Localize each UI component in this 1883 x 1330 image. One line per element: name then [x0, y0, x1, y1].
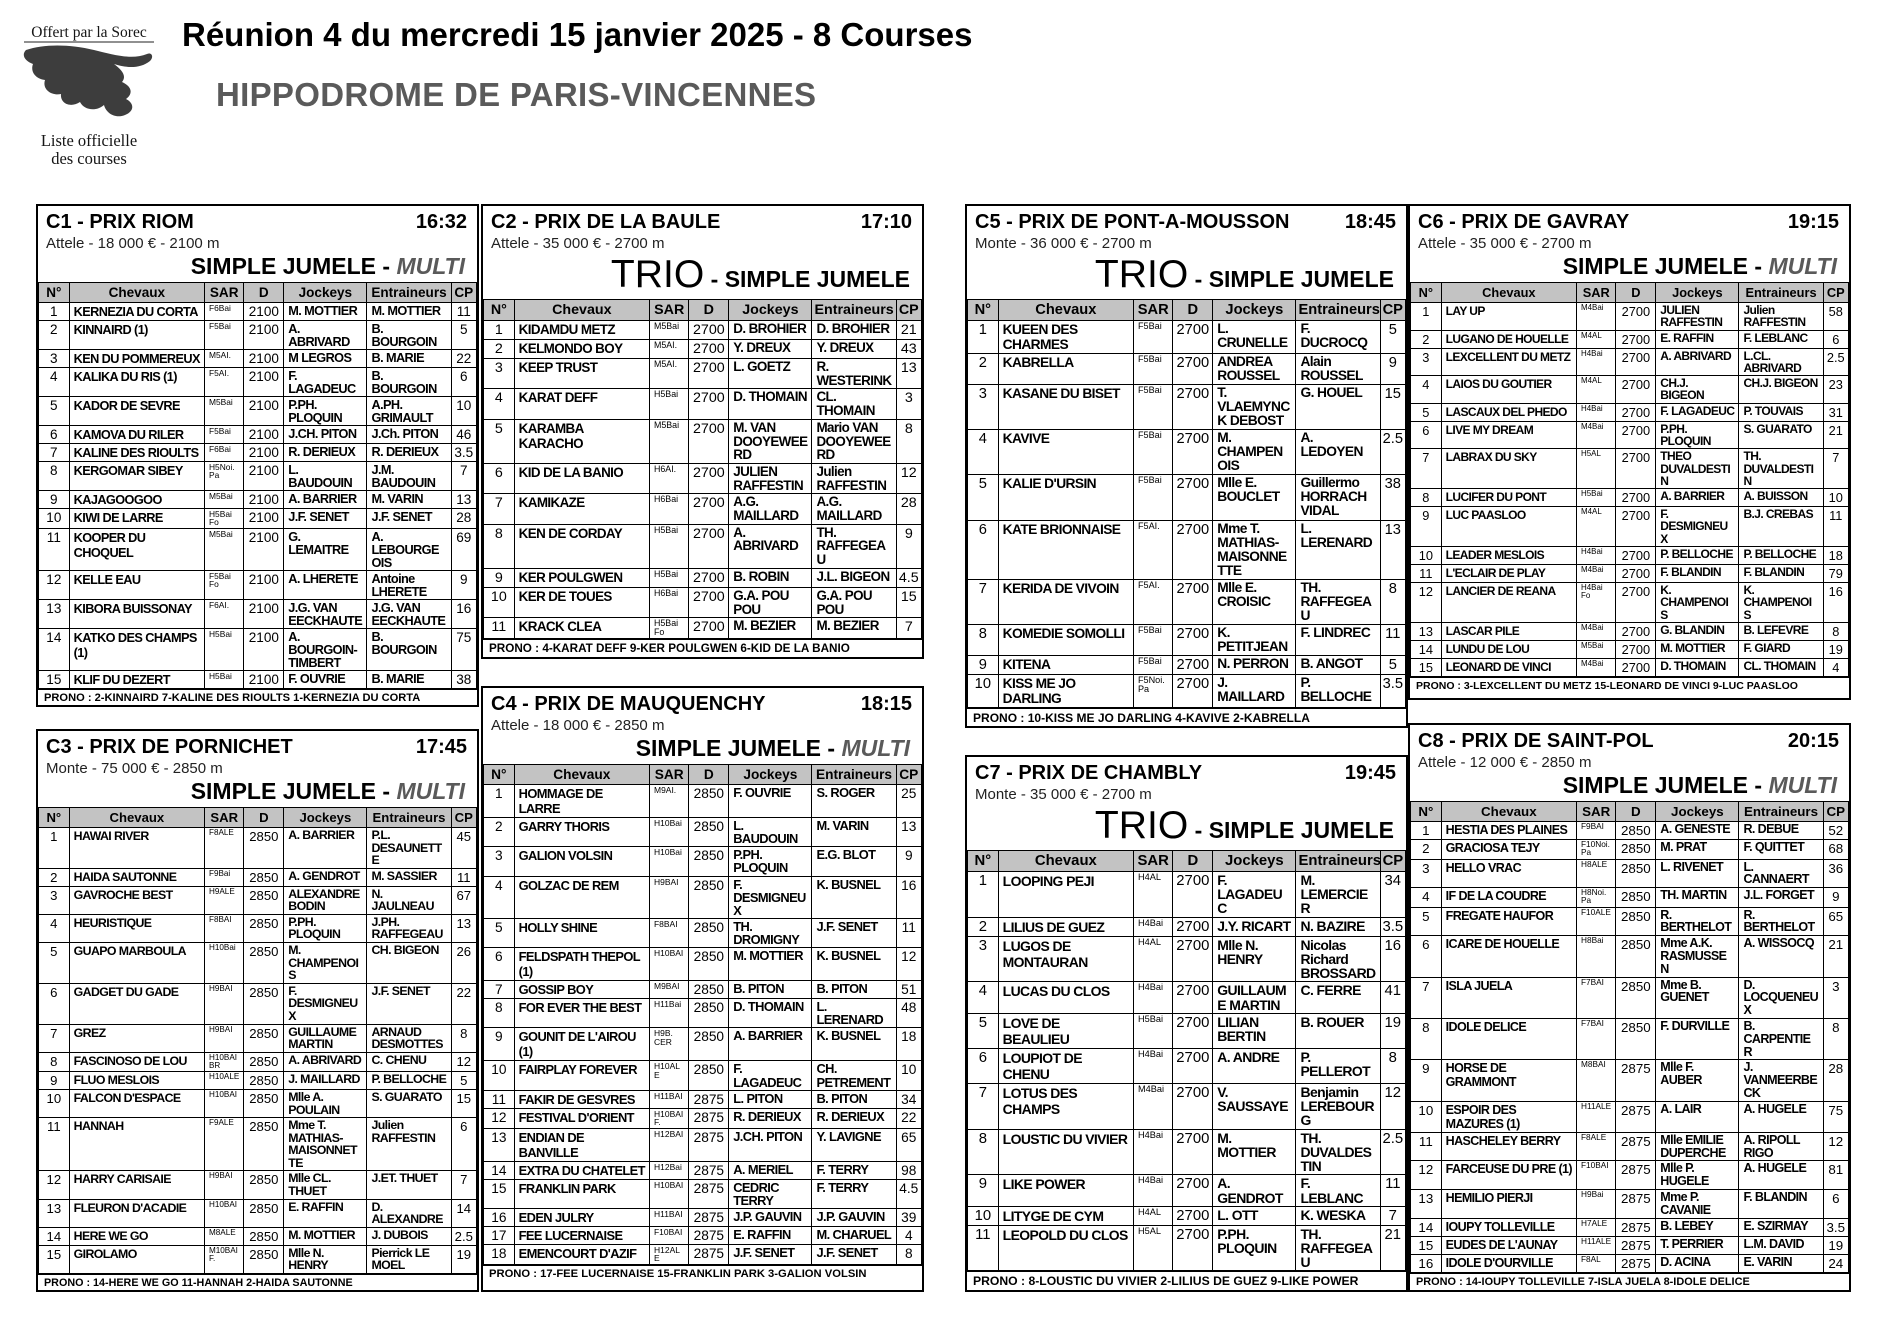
svg-text:Liste officielle: Liste officielle — [41, 131, 137, 150]
svg-text:Offert par la Sorec: Offert par la Sorec — [31, 24, 147, 41]
svg-text:des courses: des courses — [51, 149, 127, 168]
